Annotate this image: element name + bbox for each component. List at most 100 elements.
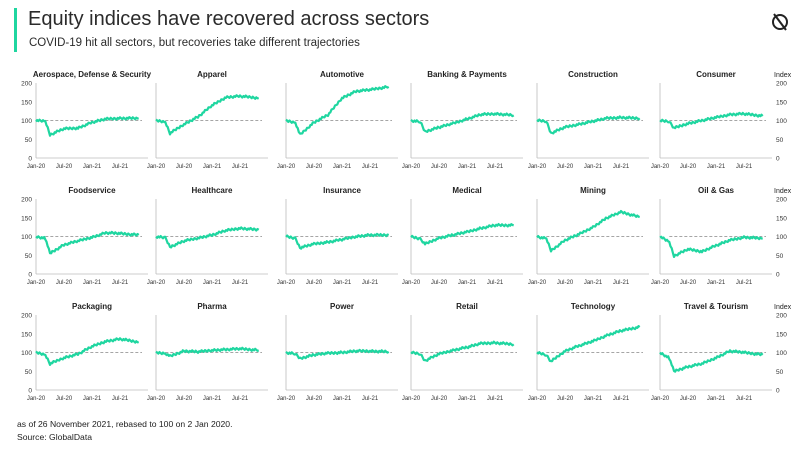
x-tick-label: Jan-20 [147,396,166,402]
x-tick-label: Jan-21 [707,280,726,286]
x-tick-label: Jul-20 [306,396,323,402]
series-line [410,340,515,362]
x-tick-label: Jul-21 [232,164,249,170]
y-tick-label: 50 [25,253,33,260]
x-tick-label: Jan-20 [27,396,46,402]
y-tick-label: 200 [21,313,32,320]
x-tick-label: Jul-20 [176,280,193,286]
y-tick-label-right: 50 [776,369,784,376]
series-line [410,223,514,246]
x-tick-label: Jul-21 [487,396,504,402]
x-tick-label: Jan-21 [584,280,603,286]
x-tick-label: Jul-20 [431,396,448,402]
panel-title: Travel & Tourism [684,302,748,311]
series-line [536,325,641,363]
x-tick-label: Jan-20 [402,396,421,402]
globaldata-logo-icon [772,13,788,31]
y-tick-label: 200 [21,81,32,88]
y-tick-label-right: 100 [776,118,787,125]
x-tick-label: Jul-20 [56,164,73,170]
x-tick-label: Jan-21 [584,164,603,170]
footnote: as of 26 November 2021, rebased to 100 o… [17,419,233,429]
x-tick-label: Jul-21 [736,396,753,402]
x-tick-label: Jul-21 [112,164,129,170]
x-tick-label: Jul-20 [56,396,73,402]
y-tick-label-right: 0 [776,156,780,163]
x-tick-label: Jul-21 [112,280,129,286]
panel-title: Consumer [696,70,736,79]
x-tick-label: Jul-20 [557,280,574,286]
y-tick-label-right: 50 [776,253,784,260]
x-tick-label: Jul-20 [557,396,574,402]
panel-title: Power [330,302,354,311]
y-tick-label-right: 150 [776,99,787,106]
panel-title: Automotive [320,70,365,79]
panel-title: Banking & Payments [427,70,507,79]
series-line [155,346,260,358]
y-tick-label: 200 [21,197,32,204]
y-tick-label: 0 [28,388,32,395]
page-subtitle: COVID-19 hit all sectors, but recoveries… [29,37,360,49]
x-tick-label: Jul-20 [176,396,193,402]
x-tick-label: Jan-20 [528,396,547,402]
series-line [659,235,763,258]
y-tick-label-right: 150 [776,215,787,222]
y-tick-label: 0 [28,272,32,279]
x-tick-label: Jan-21 [458,280,477,286]
series-line [536,209,640,253]
x-tick-label: Jan-20 [651,396,670,402]
y-tick-label: 50 [25,369,33,376]
y-tick-label: 150 [21,331,32,338]
x-tick-label: Jan-20 [528,280,547,286]
panel-title: Foodservice [68,186,116,195]
y-tick-label-right: 200 [776,197,787,204]
source-note: Source: GlobalData [17,432,92,442]
panel-title: Technology [571,302,616,311]
panel-title: Apparel [197,70,227,79]
x-tick-label: Jan-21 [333,280,352,286]
y-tick-label: 50 [25,137,33,144]
x-tick-label: Jan-20 [651,280,670,286]
x-tick-label: Jan-21 [707,396,726,402]
y-tick-label-right: 200 [776,81,787,88]
x-tick-label: Jul-20 [306,164,323,170]
y-tick-label-right: 100 [776,350,787,357]
x-tick-label: Jan-20 [277,280,296,286]
right-axis-label: Index [774,72,792,79]
x-tick-label: Jul-20 [431,164,448,170]
y-tick-label-right: 200 [776,313,787,320]
series-line [659,111,764,130]
x-tick-label: Jan-20 [402,164,421,170]
panel-title: Retail [456,302,478,311]
y-tick-label-right: 0 [776,272,780,279]
x-tick-label: Jan-21 [83,164,102,170]
panel-title: Medical [452,186,481,195]
x-tick-label: Jul-21 [736,164,753,170]
series-line [285,348,390,360]
series-line [35,115,139,137]
y-tick-label-right: 150 [776,331,787,338]
x-tick-label: Jul-21 [613,164,630,170]
y-tick-label: 100 [21,234,32,241]
panel-title: Construction [568,70,618,79]
right-axis-label: Index [774,188,792,195]
x-tick-label: Jul-20 [680,396,697,402]
x-tick-label: Jan-21 [203,164,222,170]
x-tick-label: Jan-21 [333,164,352,170]
y-tick-label: 150 [21,99,32,106]
series-line [285,232,390,250]
x-tick-label: Jul-21 [362,396,379,402]
x-tick-label: Jul-21 [232,280,249,286]
x-tick-label: Jul-21 [487,280,504,286]
series-line [35,337,139,366]
x-tick-label: Jul-21 [112,396,129,402]
x-tick-label: Jan-20 [147,164,166,170]
x-tick-label: Jan-21 [83,280,102,286]
series-line [155,94,259,136]
x-tick-label: Jul-20 [431,280,448,286]
x-tick-label: Jul-20 [176,164,193,170]
panel-title: Aerospace, Defense & Security [33,70,152,79]
x-tick-label: Jul-20 [306,280,323,286]
y-tick-label: 150 [21,215,32,222]
